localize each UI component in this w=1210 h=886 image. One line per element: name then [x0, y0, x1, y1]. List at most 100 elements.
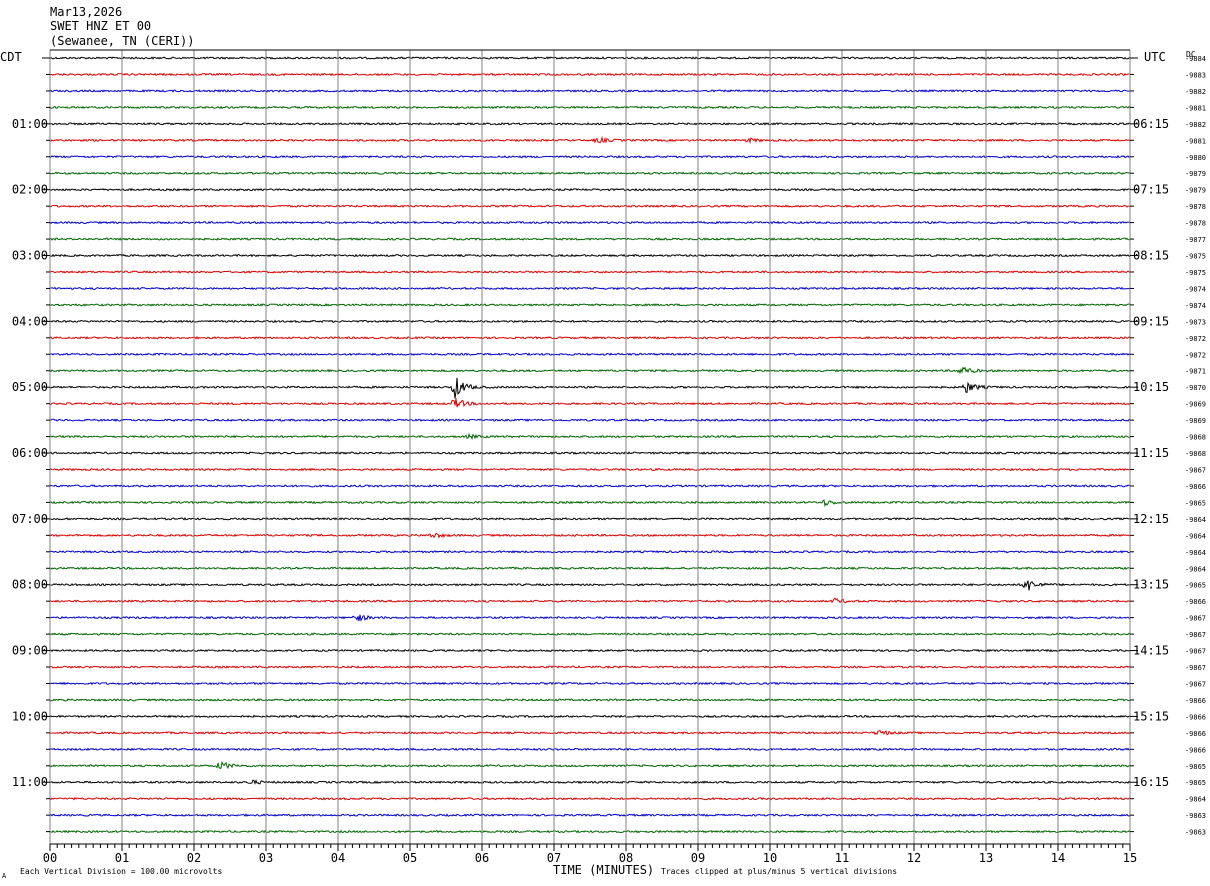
dc-offset-label: -9871 [1185, 368, 1206, 376]
trace-line-15 [49, 303, 1131, 307]
dc-offset-label: -9868 [1185, 450, 1206, 458]
trace-line-18 [49, 352, 1131, 357]
dc-offset-label: -9865 [1185, 779, 1206, 787]
x-tick-label-07: 07 [547, 851, 561, 865]
dc-offset-label: -9883 [1185, 71, 1206, 79]
trace-line-11 [49, 237, 1131, 241]
dc-offset-label: -9867 [1185, 648, 1206, 656]
dc-offset-label: -9864 [1185, 532, 1206, 540]
x-axis-title: TIME (MINUTES) [553, 863, 655, 877]
dc-offset-label: -9868 [1185, 434, 1206, 442]
dc-offset-label: -9866 [1185, 697, 1206, 705]
x-tick-label-02: 02 [187, 851, 201, 865]
trace-line-34 [49, 614, 1131, 622]
dc-offset-label: -9878 [1185, 203, 1206, 211]
trace-line-19 [49, 366, 1131, 375]
utc-hour-label: 10:15 [1133, 380, 1169, 394]
dc-offset-label: -9867 [1185, 631, 1206, 639]
trace-line-38 [49, 681, 1131, 686]
dc-offset-label: -9865 [1185, 763, 1206, 771]
trace-line-22 [49, 418, 1131, 423]
dc-offset-label: -9875 [1185, 253, 1206, 261]
dc-offset-label: -9865 [1185, 582, 1206, 590]
x-tick-label-04: 04 [331, 851, 345, 865]
dc-offset-label: -9866 [1185, 598, 1206, 606]
dc-offset-label: -9867 [1185, 664, 1206, 672]
trace-line-28 [49, 516, 1131, 521]
dc-offset-label: -9867 [1185, 467, 1206, 475]
dc-offset-label: -9882 [1185, 121, 1206, 129]
trace-line-27 [49, 499, 1131, 508]
trace-line-13 [49, 270, 1131, 274]
dc-offset-label: -9864 [1185, 796, 1206, 804]
dc-offset-label: -9863 [1185, 829, 1206, 837]
x-tick-label-14: 14 [1051, 851, 1065, 865]
trace-line-5 [49, 135, 1131, 145]
dc-offset-label: -9866 [1185, 730, 1206, 738]
trace-line-14 [49, 286, 1131, 291]
trace-line-24 [49, 451, 1131, 455]
dc-offset-label: -9884 [1185, 55, 1206, 63]
local-time-axis-label: CDT [0, 50, 22, 64]
trace-line-20 [49, 377, 1131, 399]
trace-line-10 [49, 220, 1131, 225]
x-tick-label-11: 11 [835, 851, 849, 865]
dc-offset-label: -9873 [1185, 318, 1206, 326]
trace-line-8 [49, 187, 1131, 192]
trace-line-17 [49, 335, 1131, 340]
trace-line-4 [49, 122, 1131, 126]
dc-offset-label: -9878 [1185, 220, 1206, 228]
trace-line-36 [49, 648, 1131, 653]
trace-line-3 [49, 105, 1131, 110]
x-tick-label-00: 00 [43, 851, 57, 865]
trace-line-26 [49, 484, 1131, 488]
trace-line-42 [49, 747, 1131, 752]
trace-line-33 [49, 597, 1131, 604]
utc-hour-label: 06:15 [1133, 117, 1169, 131]
cdt-hour-label: 07:00 [12, 512, 48, 526]
utc-hour-label: 14:15 [1133, 644, 1169, 658]
dc-offset-label: -9864 [1185, 516, 1206, 524]
station-location: (Sewanee, TN (CERI)) [50, 34, 195, 48]
trace-line-37 [49, 665, 1131, 669]
dc-offset-label: -9866 [1185, 483, 1206, 491]
trace-line-1 [49, 72, 1131, 77]
clip-note: Traces clipped at plus/minus 5 vertical … [661, 867, 898, 876]
dc-offset-label: -9872 [1185, 351, 1206, 359]
trace-line-9 [49, 204, 1131, 209]
utc-hour-label: 13:15 [1133, 578, 1169, 592]
trace-line-29 [49, 532, 1131, 539]
dc-offset-label: -9863 [1185, 812, 1206, 820]
x-tick-label-01: 01 [115, 851, 129, 865]
dc-offset-label: -9864 [1185, 565, 1206, 573]
dc-offset-label: -9882 [1185, 88, 1206, 96]
dc-offset-label: -9877 [1185, 236, 1206, 244]
dc-offset-label: -9870 [1185, 384, 1206, 392]
station-id: SWET HNZ ET 00 [50, 19, 152, 33]
utc-hour-label: 15:15 [1133, 709, 1169, 723]
cdt-hour-label: 04:00 [12, 314, 48, 328]
scale-note: Each Vertical Division = 100.00 microvol… [20, 867, 223, 876]
trace-line-47 [49, 829, 1131, 834]
trace-line-16 [49, 319, 1131, 324]
dc-offset-label: -9881 [1185, 104, 1206, 112]
dc-column-label: DC [1186, 50, 1196, 59]
dc-offset-label: -9879 [1185, 170, 1206, 178]
trace-line-41 [49, 729, 1131, 736]
dc-offset-label: -9881 [1185, 137, 1206, 145]
utc-hour-label: 08:15 [1133, 249, 1169, 263]
x-tick-label-03: 03 [259, 851, 273, 865]
x-tick-label-06: 06 [475, 851, 489, 865]
x-tick-label-05: 05 [403, 851, 417, 865]
x-tick-label-13: 13 [979, 851, 993, 865]
cdt-hour-label: 02:00 [12, 183, 48, 197]
trace-line-45 [49, 796, 1131, 801]
cdt-hour-label: 01:00 [12, 117, 48, 131]
trace-line-39 [49, 698, 1131, 702]
dc-offset-label: -9875 [1185, 269, 1206, 277]
utc-hour-label: 16:15 [1133, 775, 1169, 789]
dc-offset-label: -9872 [1185, 335, 1206, 343]
cdt-hour-label: 10:00 [12, 709, 48, 723]
trace-line-21 [49, 398, 1131, 408]
